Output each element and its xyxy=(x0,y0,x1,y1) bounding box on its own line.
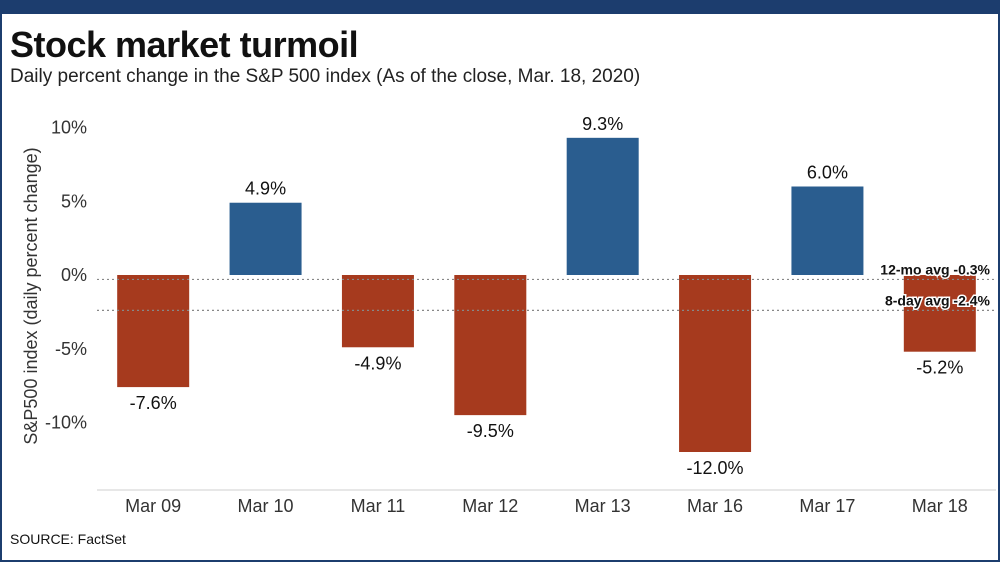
y-axis: 10% 5% 0% -5% -10% xyxy=(45,118,87,433)
bar xyxy=(117,275,190,388)
x-tick-label: Mar 17 xyxy=(799,496,855,516)
y-tick-label: -10% xyxy=(45,413,87,433)
y-tick-label: 10% xyxy=(51,118,87,138)
y-tick-label: 5% xyxy=(61,191,87,211)
bar xyxy=(341,275,414,348)
data-label: 9.3% xyxy=(582,114,623,134)
reference-line-label: 12-mo avg -0.3% xyxy=(880,261,990,277)
x-tick-label: Mar 16 xyxy=(687,496,743,516)
reference-lines-group: 12-mo avg -0.3% 8-day avg -2.4% xyxy=(97,260,996,311)
y-tick-label: -5% xyxy=(55,339,87,359)
chart-subtitle: Daily percent change in the S&P 500 inde… xyxy=(10,66,641,87)
data-label: -5.2% xyxy=(916,358,963,378)
y-axis-label: S&P500 index (daily percent change) xyxy=(21,147,41,444)
chart-title: Stock market turmoil xyxy=(10,24,359,65)
data-labels-group: -7.6% 4.9% -4.9% -9.5% 9.3% -12.0% 6.0% -5.2% xyxy=(130,114,964,478)
bar xyxy=(229,202,302,275)
x-tick-label: Mar 13 xyxy=(575,496,631,516)
x-tick-label: Mar 18 xyxy=(912,496,968,516)
data-label: -4.9% xyxy=(354,353,401,373)
x-tick-label: Mar 09 xyxy=(125,496,181,516)
bars-group xyxy=(117,137,976,452)
bar xyxy=(791,186,864,275)
data-label: 4.9% xyxy=(245,179,286,199)
data-label: 6.0% xyxy=(807,163,848,183)
bar xyxy=(679,275,752,452)
reference-line-label: 8-day avg -2.4% xyxy=(885,292,991,308)
source-note: SOURCE: FactSet xyxy=(10,531,126,547)
bar xyxy=(903,275,976,352)
x-tick-label: Mar 11 xyxy=(351,496,406,516)
x-tick-label: Mar 10 xyxy=(238,496,294,516)
data-label: -9.5% xyxy=(467,421,514,441)
bar xyxy=(454,275,527,416)
x-tick-label: Mar 12 xyxy=(462,496,518,516)
data-label: -12.0% xyxy=(687,458,744,478)
y-tick-label: 0% xyxy=(61,265,87,285)
bar xyxy=(566,137,639,275)
x-axis: Mar 09 Mar 10 Mar 11 Mar 12 Mar 13 Mar 16 Mar … xyxy=(97,489,996,516)
data-label: -7.6% xyxy=(130,393,177,413)
